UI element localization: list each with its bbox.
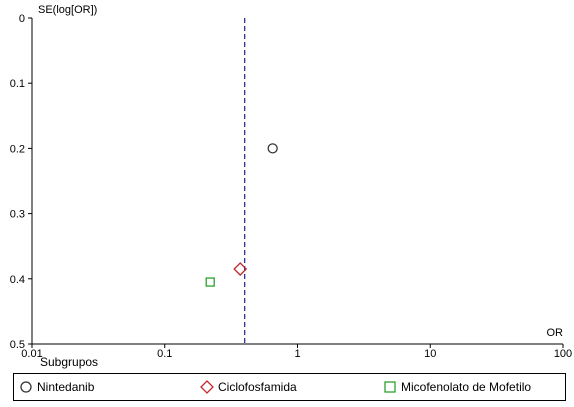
y-tick-label: 0.1 — [10, 78, 25, 90]
y-tick-label: 0.3 — [10, 209, 25, 221]
legend-item: Nintedanib — [19, 380, 94, 394]
legend-label: Nintedanib — [37, 380, 95, 394]
y-tick-label: 0.5 — [10, 339, 25, 351]
legend-item: Ciclofosfamida — [200, 380, 297, 394]
x-tick-label: 1 — [294, 348, 300, 360]
data-point — [205, 277, 215, 287]
x-tick-label: 100 — [554, 348, 572, 360]
square-marker-icon — [384, 381, 396, 393]
y-tick-label: 0 — [19, 13, 25, 25]
x-tick-label: 0.1 — [157, 348, 172, 360]
x-tick-label: 0.01 — [21, 348, 42, 360]
y-axis-label: SE(log[OR]) — [38, 4, 97, 16]
data-point — [267, 143, 278, 154]
legend: Nintedanib Ciclofosfamida Micofenolato de … — [13, 373, 566, 401]
legend-item: Micofenolato de Mofetilo — [383, 380, 531, 394]
y-tick-label: 0.2 — [10, 143, 25, 155]
circle-marker-icon — [20, 381, 32, 393]
x-axis-label: OR — [547, 327, 564, 339]
data-point — [233, 262, 248, 276]
legend-label: Ciclofosfamida — [218, 380, 297, 394]
legend-title: Subgrupos — [40, 355, 99, 369]
diamond-marker-icon — [200, 380, 214, 394]
x-tick-label: 10 — [424, 348, 436, 360]
legend-label: Micofenolato de Mofetilo — [401, 380, 532, 394]
y-tick-label: 0.4 — [10, 274, 25, 286]
funnel-plot: 0 0.1 0.2 0.3 0.4 0.50.01 0.1 1 10 100 SE(log[OR])… — [10, 4, 572, 360]
